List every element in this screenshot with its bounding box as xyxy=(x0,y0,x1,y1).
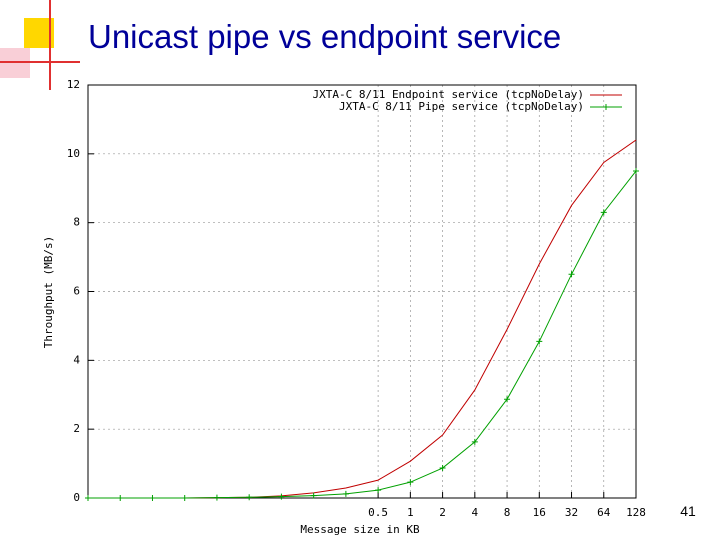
x-tick-label: 32 xyxy=(565,506,578,519)
y-tick-label: 10 xyxy=(67,147,80,160)
legend-marker xyxy=(603,104,609,110)
data-point xyxy=(342,490,349,497)
x-tick-label: 0.5 xyxy=(368,506,388,519)
data-point xyxy=(375,487,382,494)
series-line xyxy=(88,139,637,499)
legend-label: JXTA-C 8/11 Pipe service (tcpNoDelay) xyxy=(339,100,584,113)
data-point xyxy=(568,271,575,278)
y-tick-label: 12 xyxy=(67,78,80,91)
y-tick-label: 6 xyxy=(73,285,80,298)
y-axis-label: Throughput (MB/s) xyxy=(42,236,55,349)
data-point xyxy=(85,495,91,501)
x-axis-label: Message size in KB xyxy=(300,523,420,536)
data-point xyxy=(213,494,220,501)
data-point xyxy=(600,209,607,216)
data-point xyxy=(407,479,414,486)
y-tick-label: 0 xyxy=(73,491,80,504)
x-tick-label: 64 xyxy=(597,506,611,519)
slide-title: Unicast pipe vs endpoint service xyxy=(88,18,561,55)
data-point xyxy=(439,465,446,472)
x-tick-label: 128 xyxy=(626,506,646,519)
data-point xyxy=(310,492,317,499)
data-point xyxy=(246,494,253,501)
y-tick-label: 4 xyxy=(73,353,80,366)
data-point xyxy=(149,495,156,501)
data-point xyxy=(633,168,639,175)
data-point xyxy=(278,493,285,500)
data-point xyxy=(536,338,543,345)
data-point xyxy=(471,438,478,445)
series-line xyxy=(88,170,637,499)
data-point xyxy=(117,495,124,501)
y-tick-label: 2 xyxy=(73,422,80,435)
page-number: 41 xyxy=(680,503,696,519)
x-tick-label: 2 xyxy=(439,506,446,519)
plot-frame xyxy=(87,84,637,499)
x-tick-label: 8 xyxy=(504,506,511,519)
x-tick-label: 16 xyxy=(533,506,546,519)
data-point xyxy=(504,396,511,403)
x-tick-label: 4 xyxy=(472,506,479,519)
x-tick-label: 1 xyxy=(407,506,414,519)
legend-label: JXTA-C 8/11 Endpoint service (tcpNoDelay… xyxy=(312,88,584,101)
y-tick-label: 8 xyxy=(73,216,80,229)
data-point xyxy=(181,495,188,501)
